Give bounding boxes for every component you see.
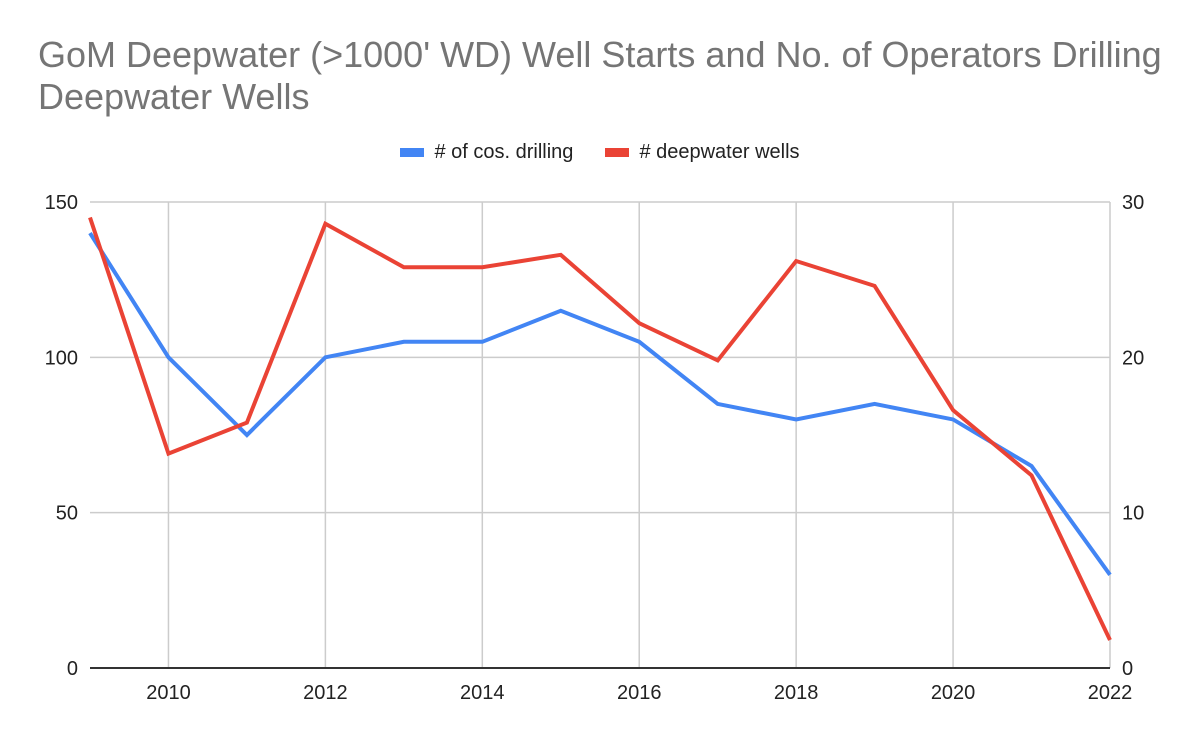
x-tick-label: 2012 [303,682,348,704]
legend: # of cos. drilling # deepwater wells [0,141,1200,164]
series-line-deepwater-wells [88,216,1112,641]
x-tick-label: 2022 [1088,682,1133,704]
legend-label-cos-drilling: # of cos. drilling [434,141,574,163]
x-tick-label: 2020 [931,682,976,704]
y-tick-left: 100 [45,347,78,369]
x-tick-label: 2018 [774,682,819,704]
y-tick-right: 10 [1122,503,1144,525]
y-tick-left: 150 [45,192,78,214]
y-tick-right: 30 [1122,192,1144,214]
x-tick-label: 2010 [146,682,191,704]
y-tick-left: 0 [67,658,78,680]
x-tick-label: 2014 [460,682,505,704]
legend-swatch-deepwater-wells [605,148,630,157]
legend-item-cos-drilling[interactable]: # of cos. drilling [400,141,573,164]
legend-swatch-cos-drilling [400,148,425,157]
y-tick-left: 50 [56,503,78,525]
x-tick-label: 2016 [617,682,662,704]
legend-item-deepwater-wells[interactable]: # deepwater wells [605,141,800,164]
series-lines [88,216,1112,641]
gridlines [90,201,1111,668]
y-tick-right: 0 [1122,658,1133,680]
chart-title: GoM Deepwater (>1000' WD) Well Starts an… [38,34,1162,117]
legend-label-deepwater-wells: # deepwater wells [639,141,800,163]
series-line-of-cos-drilling [88,231,1112,576]
y-tick-right: 20 [1122,347,1144,369]
axes: 0 0 50 10 100 20 150 30 2010 2012 2014 2016 2018 2020… [45,192,1145,704]
